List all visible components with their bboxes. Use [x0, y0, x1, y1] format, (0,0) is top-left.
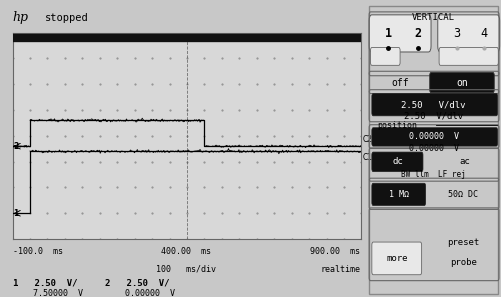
- Text: hp: hp: [13, 11, 29, 24]
- Text: preset: preset: [446, 238, 478, 247]
- Text: 2: 2: [14, 142, 19, 151]
- Text: 1   2.50  V/: 1 2.50 V/: [13, 279, 77, 288]
- Text: VERTICAL: VERTICAL: [411, 13, 454, 22]
- Text: 1: 1: [14, 209, 19, 218]
- Text: 2.50   V/dlv: 2.50 V/dlv: [401, 100, 465, 109]
- Text: 2.50  V/dlv: 2.50 V/dlv: [403, 112, 462, 121]
- FancyBboxPatch shape: [368, 15, 430, 52]
- Text: 1 MΩ: 1 MΩ: [388, 190, 408, 199]
- Text: 0.00000  V: 0.00000 V: [408, 144, 458, 153]
- FancyBboxPatch shape: [429, 72, 493, 93]
- FancyBboxPatch shape: [371, 152, 422, 172]
- Text: probe: probe: [449, 258, 476, 267]
- Text: more: more: [386, 254, 407, 263]
- Text: realtime: realtime: [320, 265, 360, 274]
- Text: 900.00  ms: 900.00 ms: [310, 247, 360, 256]
- Text: BW llm  LF rej: BW llm LF rej: [401, 170, 465, 179]
- Text: stopped: stopped: [45, 13, 89, 23]
- FancyBboxPatch shape: [371, 94, 496, 116]
- Text: off: off: [390, 78, 408, 88]
- Text: ac: ac: [458, 157, 469, 166]
- Text: 400.00  ms: 400.00 ms: [160, 247, 210, 256]
- FancyBboxPatch shape: [437, 15, 498, 52]
- Text: 4: 4: [479, 27, 486, 40]
- Text: dc: dc: [391, 157, 402, 166]
- Text: 3: 3: [452, 27, 459, 40]
- Text: 0.00000  V: 0.00000 V: [408, 132, 458, 141]
- FancyBboxPatch shape: [371, 183, 425, 206]
- Text: -100.0  ms: -100.0 ms: [13, 247, 63, 256]
- Text: 2: 2: [413, 27, 420, 40]
- Text: 1: 1: [384, 27, 391, 40]
- Text: 100   ms/div: 100 ms/div: [155, 265, 215, 274]
- Text: on: on: [455, 78, 467, 88]
- FancyBboxPatch shape: [370, 48, 399, 65]
- Text: C1: C1: [361, 153, 371, 162]
- Text: 0.00000  V: 0.00000 V: [105, 288, 175, 297]
- Text: 7.50000  V: 7.50000 V: [13, 288, 82, 297]
- Text: position: position: [376, 121, 416, 130]
- Text: 2   2.50  V/: 2 2.50 V/: [105, 279, 169, 288]
- FancyBboxPatch shape: [371, 128, 496, 146]
- Text: 50Ω DC: 50Ω DC: [447, 190, 477, 199]
- FancyBboxPatch shape: [371, 242, 421, 275]
- Text: C2: C2: [361, 135, 371, 144]
- FancyBboxPatch shape: [438, 48, 497, 65]
